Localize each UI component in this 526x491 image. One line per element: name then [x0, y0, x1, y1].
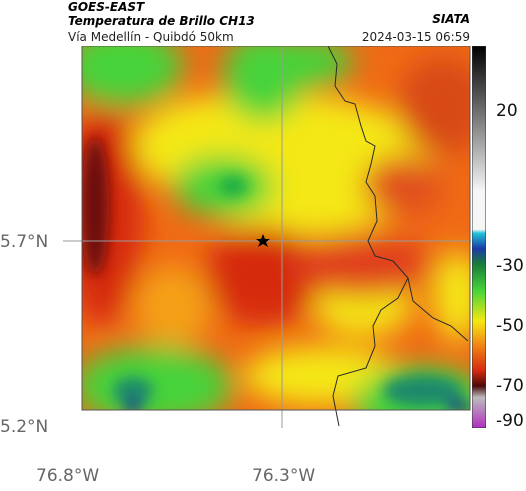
- colorbar-tick-label: -30: [496, 256, 524, 276]
- border-line: [327, 46, 409, 427]
- x-tick-label: 76.8°W: [36, 466, 100, 486]
- location-marker-icon: [256, 234, 270, 247]
- y-tick-label: 5.2°N: [0, 417, 49, 437]
- y-tick-label: 5.7°N: [0, 232, 49, 252]
- map-field: [82, 46, 470, 410]
- colorbar-tick-label: 20: [496, 101, 518, 121]
- map-frame: [81, 46, 471, 411]
- colorbar-tick-label: -50: [496, 316, 524, 336]
- timestamp-label: 2024-03-15 06:59: [361, 30, 470, 44]
- colorbar-tick-label: -90: [496, 411, 524, 431]
- product-title: Temperatura de Brillo CH13: [68, 14, 255, 28]
- border-line: [407, 277, 469, 342]
- satellite-title: GOES-EAST: [68, 0, 145, 14]
- x-tick-label: 76.3°W: [252, 466, 316, 486]
- colorbar-tick-label: -70: [496, 376, 524, 396]
- colorbar: [472, 46, 486, 428]
- brightness-temperature-map: [63, 46, 471, 428]
- region-subtitle: Vía Medellín - Quibdó 50km: [68, 30, 234, 44]
- organization-label: SIATA: [432, 12, 470, 26]
